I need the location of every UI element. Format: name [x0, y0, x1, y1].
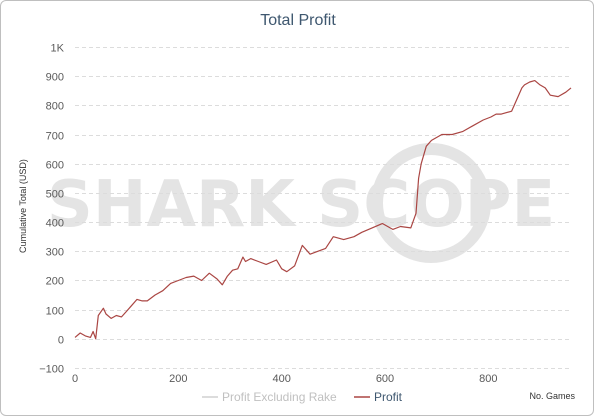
- chart-title: Total Profit: [260, 12, 336, 29]
- x-tick-label: 200: [169, 373, 187, 385]
- legend-item-label[interactable]: Profit: [374, 390, 403, 404]
- y-tick-label: 100: [46, 306, 64, 318]
- grid-lines: [75, 47, 571, 369]
- x-tick-label: 600: [376, 373, 394, 385]
- y-tick-label: 800: [46, 101, 64, 113]
- series-line-profit: [74, 79, 572, 340]
- legend: Profit Excluding Rake Profit: [202, 390, 403, 404]
- x-tick-labels: 0 200 400 600 800: [72, 373, 498, 385]
- y-tick-label: 300: [46, 247, 64, 259]
- y-tick-label: 600: [46, 160, 64, 172]
- legend-item-label[interactable]: Profit Excluding Rake: [222, 390, 337, 404]
- y-axis-label: Cumulative Total (USD): [18, 159, 28, 253]
- y-tick-label: 500: [46, 189, 64, 201]
- x-tick-label: 400: [272, 373, 290, 385]
- y-tick-label: 400: [46, 218, 64, 230]
- y-tick-label: 0: [58, 335, 64, 347]
- y-tick-label: −100: [39, 364, 64, 376]
- watermark-scope-icon: [371, 143, 491, 263]
- watermark-text: SHARK SCOPE: [47, 168, 555, 242]
- x-tick-label: 800: [479, 373, 497, 385]
- plot-area: [74, 79, 572, 340]
- watermark: SHARK SCOPE: [47, 143, 555, 263]
- x-axis-label: No. Games: [529, 391, 575, 401]
- y-tick-label: 1K: [51, 43, 65, 55]
- y-tick-label: 200: [46, 276, 64, 288]
- y-tick-labels: −100 0 100 200 300 400 500 600 700 800 900 1K: [39, 43, 64, 376]
- y-tick-label: 900: [46, 72, 64, 84]
- x-tick-label: 0: [72, 373, 78, 385]
- y-tick-label: 700: [46, 131, 64, 143]
